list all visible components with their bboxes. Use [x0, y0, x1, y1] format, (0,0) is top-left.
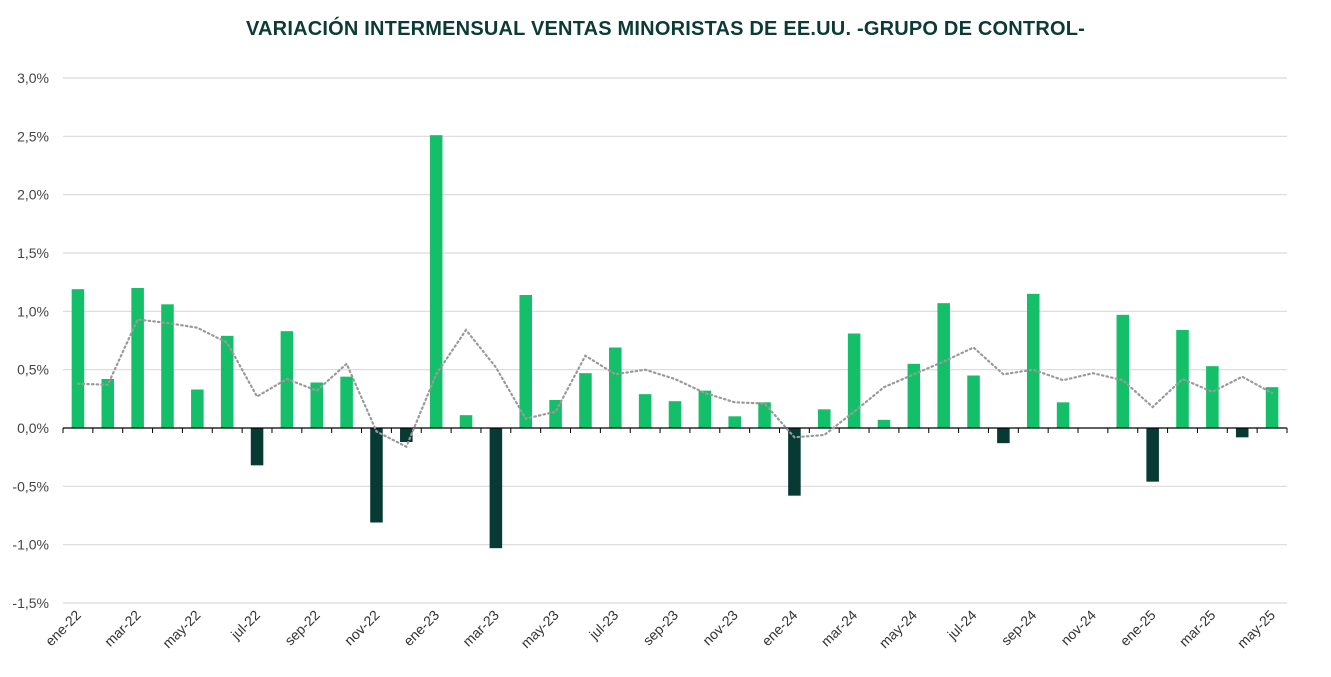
bar-may-22: [191, 389, 204, 428]
y-tick-label: -1,5%: [12, 595, 49, 611]
bar-ene-25: [1146, 428, 1159, 482]
bar-sep-24: [1026, 293, 1040, 428]
bar-oct-24: [1056, 402, 1070, 428]
y-tick-label: 2,5%: [17, 128, 49, 144]
bar-abr-23: [519, 295, 533, 428]
x-tick-label: may-22: [159, 607, 203, 651]
bar-dic-24: [1116, 314, 1130, 428]
x-tick-label: nov-23: [699, 607, 741, 649]
bar-ene-23: [429, 135, 443, 428]
bar-series: [71, 135, 1279, 549]
bar-feb-23: [459, 415, 473, 428]
x-tick-label: jul-22: [227, 607, 263, 643]
x-axis-ticks: ene-22 mar-22 may-22 jul-22 sep-22 nov-22 ene-…: [42, 607, 1278, 651]
x-tick-label: sep-23: [640, 607, 682, 649]
x-tick-label: sep-24: [998, 607, 1040, 649]
x-tick-label: mar-23: [459, 607, 502, 650]
gridlines: [63, 77, 1287, 604]
bar-oct-22: [340, 376, 353, 428]
y-tick-label: 1,0%: [17, 303, 49, 319]
bar-dic-23: [758, 402, 771, 428]
bar-abr-22: [161, 304, 174, 428]
y-tick-label: -0,5%: [12, 478, 49, 494]
bar-jul-22: [250, 428, 264, 466]
x-tick-label: ene-25: [1117, 607, 1159, 649]
bar-jun-23: [579, 373, 592, 428]
bar-mar-24: [847, 333, 861, 428]
bar-ago-24: [997, 428, 1010, 444]
bar-feb-22: [101, 379, 115, 428]
bar-oct-23: [698, 390, 712, 428]
bar-may-24: [907, 363, 921, 428]
bar-may-25: [1265, 387, 1279, 428]
bar-ene-22: [71, 289, 85, 428]
bar-mar-22: [131, 288, 144, 428]
x-tick-label: nov-24: [1057, 607, 1099, 649]
bar-jul-24: [967, 375, 980, 428]
x-tick-label: may-25: [1234, 607, 1278, 651]
bar-abr-24: [877, 419, 891, 428]
chart-title: VARIACIÓN INTERMENSUAL VENTAS MINORISTAS…: [245, 18, 1085, 40]
x-tick-label: nov-22: [341, 607, 383, 649]
bar-jun-24: [937, 303, 950, 428]
bar-feb-24: [817, 409, 831, 428]
x-tick-label: sep-22: [281, 607, 323, 649]
x-tick-label: ene-22: [42, 607, 84, 649]
bar-mar-23: [489, 428, 503, 549]
bar-mar-25: [1206, 366, 1219, 428]
bar-ago-23: [638, 394, 652, 428]
bar-nov-23: [728, 416, 741, 428]
x-tick-label: ene-23: [400, 607, 442, 649]
x-tick-label: mar-22: [101, 607, 144, 650]
x-tick-label: jul-23: [585, 607, 621, 643]
bar-sep-23: [668, 401, 682, 428]
x-tick-label: mar-24: [818, 607, 861, 650]
bar-abr-25: [1235, 428, 1249, 438]
x-tick-label: may-23: [517, 607, 561, 651]
y-tick-label: 1,5%: [17, 245, 49, 261]
x-tick-label: mar-25: [1176, 607, 1219, 650]
bar-ene-24: [788, 428, 801, 496]
x-tick-label: jul-24: [943, 607, 979, 643]
bar-jun-22: [220, 335, 234, 428]
y-tick-label: 0,5%: [17, 362, 49, 378]
zero-axis: [62, 427, 1288, 433]
x-tick-label: ene-24: [758, 607, 800, 649]
y-tick-label: 0,0%: [17, 420, 49, 436]
y-tick-label: 2,0%: [17, 187, 49, 203]
bar-sep-22: [310, 382, 324, 428]
y-axis-ticks: 3,0% 2,5% 2,0% 1,5% 1,0% 0,5% 0,0% -0,5% -1,0% -1…: [12, 70, 49, 611]
bar-nov-22: [370, 428, 383, 523]
y-tick-label: -1,0%: [12, 537, 49, 553]
x-tick-label: may-24: [876, 607, 920, 651]
y-tick-label: 3,0%: [17, 70, 49, 86]
bar-jul-23: [609, 347, 622, 428]
